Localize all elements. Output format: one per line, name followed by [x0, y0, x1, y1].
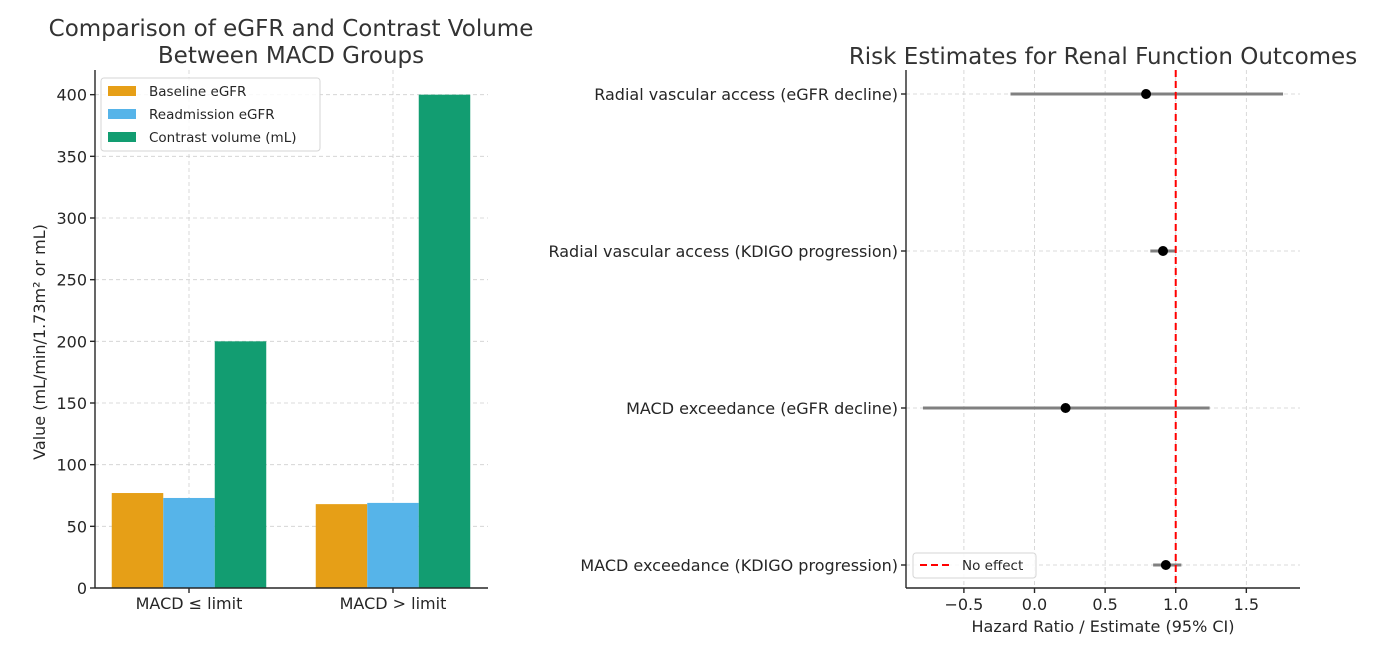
x-tick-label: 0.0: [1022, 595, 1047, 614]
forest-plot-x-axis-label: Hazard Ratio / Estimate (95% CI): [972, 617, 1235, 636]
bar-chart-y-axis-label: Value (mL/min/1.73m² or mL): [30, 224, 49, 460]
bar-contrast-volume-ml-2: [418, 94, 471, 589]
bar-readmission-egfr-1: [163, 497, 215, 588]
x-tick-label: −0.5: [944, 595, 983, 614]
legend-label: No effect: [962, 558, 1023, 574]
forest-plot: Risk Estimates for Renal Function Outcom…: [548, 44, 1357, 636]
legend-swatch: [108, 86, 136, 96]
bar-chart: Comparison of eGFR and Contrast Volume B…: [30, 16, 533, 613]
y-tick-label: MACD exceedance (eGFR decline): [626, 399, 898, 418]
estimate-point: [1158, 246, 1169, 256]
forest-plot-title: Risk Estimates for Renal Function Outcom…: [849, 44, 1357, 70]
bar-baseline-egfr-2: [315, 504, 368, 588]
forest-plot-legend: No effect: [912, 552, 1037, 579]
y-tick-label: 250: [56, 271, 87, 290]
bar-contrast-volume-ml-1: [214, 341, 267, 588]
y-tick-label: 350: [56, 147, 87, 166]
legend-label: Readmission eGFR: [149, 107, 275, 123]
y-tick-label: 50: [67, 517, 87, 536]
y-tick-label: 100: [56, 456, 87, 475]
x-tick-label: MACD ≤ limit: [136, 594, 243, 613]
y-tick-label: Radial vascular access (KDIGO progressio…: [548, 242, 898, 261]
x-tick-label: MACD > limit: [340, 594, 447, 613]
bar-baseline-egfr-1: [111, 493, 164, 588]
y-tick-label: 0: [77, 579, 87, 598]
x-tick-label: 1.5: [1234, 595, 1259, 614]
bar-chart-title-line-1: Comparison of eGFR and Contrast Volume: [49, 16, 534, 42]
legend-frame: [912, 552, 1037, 579]
y-tick-label: MACD exceedance (KDIGO progression): [580, 556, 898, 575]
y-tick-label: 400: [56, 86, 87, 105]
legend-label: Contrast volume (mL): [149, 130, 297, 146]
legend-swatch: [108, 109, 136, 119]
estimate-point: [1141, 89, 1152, 99]
estimate-point: [1060, 403, 1071, 413]
legend-swatch: [108, 132, 136, 142]
bar-chart-legend: Baseline eGFR Readmission eGFR Contrast vo…: [100, 77, 321, 152]
y-tick-label: 200: [56, 332, 87, 351]
bar-readmission-egfr-2: [367, 502, 419, 588]
legend-frame: [100, 77, 321, 152]
y-tick-label: 300: [56, 209, 87, 228]
x-tick-label: 0.5: [1092, 595, 1117, 614]
x-tick-label: 1.0: [1163, 595, 1188, 614]
legend-label: Baseline eGFR: [149, 84, 246, 100]
bar-chart-title-line-2: Between MACD Groups: [158, 43, 424, 69]
y-tick-label: 150: [56, 394, 87, 413]
y-tick-label: Radial vascular access (eGFR decline): [594, 85, 898, 104]
estimate-point: [1160, 560, 1171, 570]
